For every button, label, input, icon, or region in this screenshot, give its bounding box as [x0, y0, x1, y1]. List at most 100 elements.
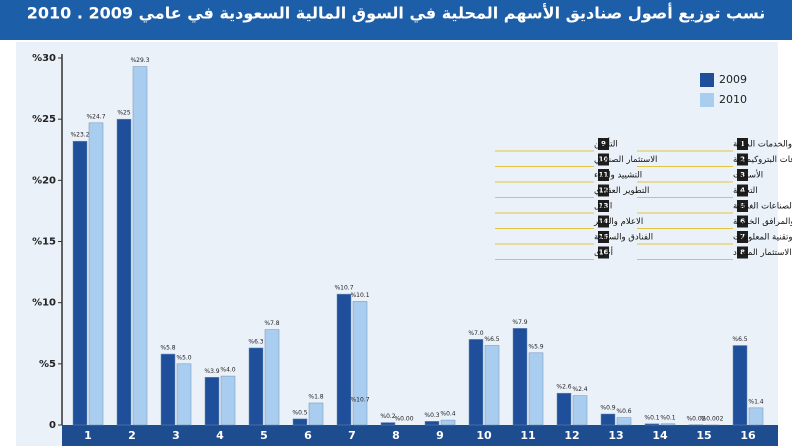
key-number-box	[737, 231, 748, 243]
key-number-box	[737, 215, 748, 228]
key-number: 14	[599, 218, 609, 226]
x-tick-label: 3	[172, 429, 180, 442]
value-label: %10.7	[334, 285, 353, 292]
bar	[308, 402, 324, 426]
bar	[644, 423, 660, 426]
key-number: 9	[601, 140, 606, 148]
x-tick-label: 13	[608, 429, 623, 442]
key-number: 11	[599, 171, 609, 179]
value-label: %0.5	[292, 409, 307, 416]
value-label: %0.2	[380, 413, 395, 420]
value-label: %5.0	[176, 354, 191, 361]
value-label: %1.4	[748, 398, 763, 405]
value-label: %23.2	[70, 132, 89, 139]
bar	[204, 377, 220, 426]
annotation: %10.7	[350, 397, 369, 404]
value-label: %0.4	[440, 411, 455, 418]
x-tick-label: 10	[476, 429, 492, 442]
bar	[660, 423, 676, 426]
bar	[512, 328, 528, 426]
value-label: %24.7	[86, 113, 105, 120]
key-number: 3	[740, 171, 745, 179]
key-number-box	[737, 153, 748, 166]
value-label: %6.5	[484, 336, 499, 343]
bar	[440, 419, 456, 426]
bar	[72, 140, 88, 426]
x-tick-label: 5	[260, 429, 268, 442]
bar	[292, 418, 308, 426]
value-label: %7.9	[512, 319, 527, 326]
key-label: الطاقة والمرافق الخدمية	[733, 217, 792, 227]
bar	[248, 347, 264, 426]
key-number-box	[737, 200, 748, 212]
key-number-box	[737, 246, 748, 259]
key-number: 5	[740, 202, 745, 210]
chart-title: نسب توزيع أصول صناديق الأسهم المحلية في …	[27, 3, 766, 24]
key-number: 16	[599, 249, 609, 257]
y-tick-label: %15	[32, 237, 56, 248]
key-label: الأسمنت	[733, 170, 763, 181]
bar	[732, 345, 748, 426]
key-number: 10	[599, 156, 609, 164]
key-number-box	[598, 215, 609, 228]
x-tick-label: 12	[564, 429, 579, 442]
key-number: 1	[740, 140, 745, 148]
x-tick-label: 16	[740, 429, 756, 442]
key-number-box	[598, 184, 609, 197]
value-label: %3.9	[204, 368, 219, 375]
bar	[88, 122, 104, 426]
bar	[484, 345, 500, 426]
value-label: %7.0	[468, 330, 483, 337]
value-label: %6.5	[732, 336, 747, 343]
y-tick-label: %30	[32, 53, 56, 64]
x-tick-label: 7	[348, 429, 356, 442]
value-label: %4.0	[220, 367, 235, 374]
bar	[336, 293, 352, 426]
key-number: 8	[740, 249, 745, 257]
bar	[264, 329, 280, 426]
key-label: التأمين	[594, 138, 618, 150]
category-band	[62, 425, 778, 446]
y-tick-label: 0	[49, 420, 56, 431]
legend-swatch	[700, 73, 714, 87]
key-label: الاستثمار الصناعي	[594, 155, 657, 165]
x-tick-label: 4	[216, 429, 224, 442]
bar	[220, 375, 236, 426]
value-label: %0.00	[394, 416, 413, 423]
bar	[160, 353, 176, 426]
value-label: %6.3	[248, 338, 263, 345]
key-number-box	[737, 169, 748, 181]
bar	[556, 392, 572, 426]
y-tick-label: %20	[32, 175, 56, 186]
x-tick-label: 15	[696, 429, 711, 442]
key-label: التطوير العقاري	[594, 186, 649, 196]
legend-swatch	[700, 93, 714, 107]
y-tick-label: %25	[32, 114, 56, 125]
key-number: 7	[740, 233, 745, 241]
bar	[132, 66, 148, 426]
value-label: %0.6	[616, 408, 631, 415]
value-label: %10.1	[350, 292, 369, 299]
key-number: 6	[740, 218, 745, 226]
key-label: الزراعة والصناعات الغذائية	[733, 202, 792, 212]
value-label: %0.9	[600, 404, 615, 411]
bar	[528, 352, 544, 426]
bar	[748, 407, 764, 426]
key-number-box	[598, 231, 609, 243]
key-label: الاعلام والنشر	[593, 217, 643, 227]
key-number-box	[598, 169, 609, 181]
value-label: %2.4	[572, 386, 587, 393]
key-number-box	[737, 184, 748, 197]
x-tick-label: 6	[304, 429, 312, 442]
bar	[380, 422, 396, 426]
key-label: الصناعات البتروكيماوية	[733, 155, 792, 165]
key-number-box	[598, 200, 609, 212]
bar	[176, 363, 192, 426]
key-number: 13	[599, 202, 609, 210]
y-tick-label: %5	[39, 359, 56, 370]
legend-label: 2010	[719, 93, 747, 106]
bar	[116, 118, 132, 426]
x-tick-label: 9	[436, 429, 444, 442]
key-label: التشييد والبناء	[594, 171, 642, 181]
